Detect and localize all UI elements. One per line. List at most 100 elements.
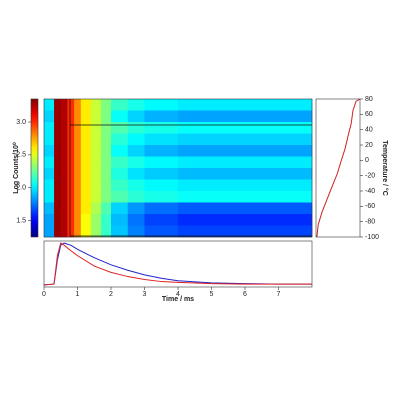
heatmap-cell [80,179,92,192]
heatmap-cell [144,191,179,203]
heatmap-cell [178,99,212,111]
plot-layer: 1.5 2.0 2.5 3.0 -100 -80 -60 -40 -20 0 20 40 60 80 0 1 2… [16,96,379,298]
heatmap-cell [211,99,246,111]
data-line [43,242,312,286]
heatmap-cell [211,214,246,226]
heatmap-cell [60,214,68,226]
temperature-frame [315,98,361,238]
heatmap-cell [100,214,112,226]
heatmap-cell [90,99,102,111]
heatmap-cell [278,191,313,203]
heatmap-cell [80,225,92,238]
heatmap-cell [44,214,55,226]
heatmap-cell [80,99,92,111]
heatmap-cell [278,214,313,226]
x-tick-label: 4 [176,291,180,298]
heatmap-cell [54,133,62,146]
y-axis-label: Temperature / °C [381,140,389,196]
heatmap-cell [211,225,246,238]
heatmap-cell [67,179,75,192]
heatmap-cell [67,191,75,203]
heatmap-cell [111,191,129,203]
heatmap-cell [278,145,313,157]
heatmap-cell [211,168,246,180]
heatmap-cell [245,225,279,238]
heatmap-cell [144,225,179,238]
data-line [316,98,361,238]
heatmap-cell [74,179,82,192]
heatmap-cell [100,133,112,146]
heatmap-cell [44,99,55,111]
heatmap-cell [111,225,129,238]
heatmap-cell [278,168,313,180]
heatmap-cell [111,122,129,134]
heatmap-cell [144,214,179,226]
heatmap-cell [211,133,246,146]
heatmap-cell [90,179,102,192]
heatmap-cell [144,110,179,123]
heatmap-cell [44,191,55,203]
heatmap-cell [127,133,145,146]
heatmap-cell [178,122,212,134]
heatmap-cell [74,214,82,226]
colorbar-tick-label: 2.5 [16,152,26,159]
heatmap-cell [67,145,75,157]
heatmap-cell [178,168,212,180]
colorbar-tick-label: 2.0 [16,185,26,192]
heatmap-cell [44,202,55,215]
heatmap-cell [144,179,179,192]
heatmap-cell [44,225,55,238]
x-tick-label: 0 [42,291,46,298]
heatmap-cell [67,99,75,111]
heatmap-cell [278,133,313,146]
heatmap-cell [111,99,129,111]
heatmap-cell [127,145,145,157]
heatmap-cell [54,110,62,123]
heatmap-cell [74,122,82,134]
heatmap-cell [127,168,145,180]
heatmap-cell [211,156,246,169]
heatmap-cell [60,156,68,169]
heatmap-cell [144,99,179,111]
heatmap-cell [54,122,62,134]
heatmap-cell [127,122,145,134]
heatmap-cell [245,99,279,111]
heatmap-cell [80,214,92,226]
heatmap-cell [100,168,112,180]
heatmap-cell [44,168,55,180]
y-tick-label: -80 [365,219,375,226]
heatmap-cell [178,225,212,238]
heatmap-cell [278,122,313,134]
heatmap-cell [100,225,112,238]
heatmap-cell [100,110,112,123]
heatmap-cell [60,179,68,192]
heatmap-cell [80,156,92,169]
heatmap-cell [80,110,92,123]
heatmap-cell [54,145,62,157]
heatmap-cell [90,202,102,215]
heatmap-cell [44,156,55,169]
y-tick-label: -40 [365,188,375,195]
heatmap-cell [245,133,279,146]
heatmap-cell [67,122,75,134]
heatmap-cell [245,156,279,169]
heatmap-cell [60,99,68,111]
heatmap-cell [80,191,92,203]
heatmap-cell [178,110,212,123]
heatmap-cell [67,133,75,146]
heatmap-cell [67,110,75,123]
heatmap-cell [54,225,62,238]
heatmap-cell [111,110,129,123]
colorbar-tick-label: 1.5 [16,217,26,224]
heatmap-cell [67,168,75,180]
colorbar-label: Log Counts/10⁰ [12,142,20,194]
heatmap-cell [54,202,62,215]
heatmap-cell [245,168,279,180]
y-tick-label: 20 [365,142,373,149]
heatmap-cell [100,122,112,134]
heatmap-cell [44,133,55,146]
heatmap-cell [74,225,82,238]
heatmap-cell [111,133,129,146]
heatmap-cell [111,214,129,226]
